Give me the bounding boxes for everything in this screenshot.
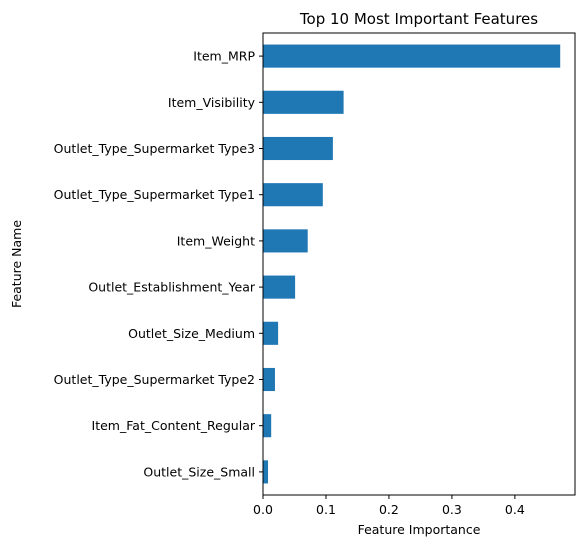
y-tick-label: Item_MRP: [193, 49, 255, 64]
x-tick-label: 0.1: [316, 502, 336, 517]
y-axis-ticks: Item_MRP Item_Visibility Outlet_Type_Super…: [54, 49, 263, 479]
y-tick-label: Outlet_Type_Supermarket Type2: [54, 372, 255, 387]
x-tick-label: 0.0: [253, 502, 273, 517]
y-tick-label: Outlet_Size_Small: [143, 464, 255, 479]
bar: [263, 44, 561, 68]
x-tick-label: 0.2: [379, 502, 399, 517]
bar: [263, 367, 275, 392]
y-axis-title: Feature Name: [9, 220, 24, 308]
y-tick-label: Outlet_Type_Supermarket Type3: [54, 141, 255, 156]
bar: [263, 136, 333, 161]
bar: [263, 414, 272, 438]
bar: [263, 275, 296, 299]
bar: [263, 183, 323, 207]
y-tick-label: Outlet_Type_Supermarket Type1: [54, 187, 255, 202]
y-tick-label: Outlet_Size_Medium: [128, 326, 255, 341]
x-tick-label: 0.3: [442, 502, 462, 517]
bar: [263, 90, 344, 114]
x-tick-label: 0.4: [505, 502, 525, 517]
bar: [263, 460, 269, 484]
bar: [263, 229, 308, 253]
y-tick-label: Item_Visibility: [168, 95, 256, 110]
bars-group: [263, 44, 561, 484]
x-axis-title: Feature Importance: [358, 522, 481, 537]
y-tick-label: Outlet_Establishment_Year: [88, 280, 256, 295]
bar: [263, 321, 279, 345]
y-tick-label: Item_Weight: [177, 233, 255, 248]
y-tick-label: Item_Fat_Content_Regular: [92, 418, 256, 433]
x-axis-ticks: 0.0 0.1 0.2 0.3 0.4: [253, 495, 525, 517]
chart-title: Top 10 Most Important Features: [299, 10, 538, 28]
plot-frame: [262, 32, 576, 496]
